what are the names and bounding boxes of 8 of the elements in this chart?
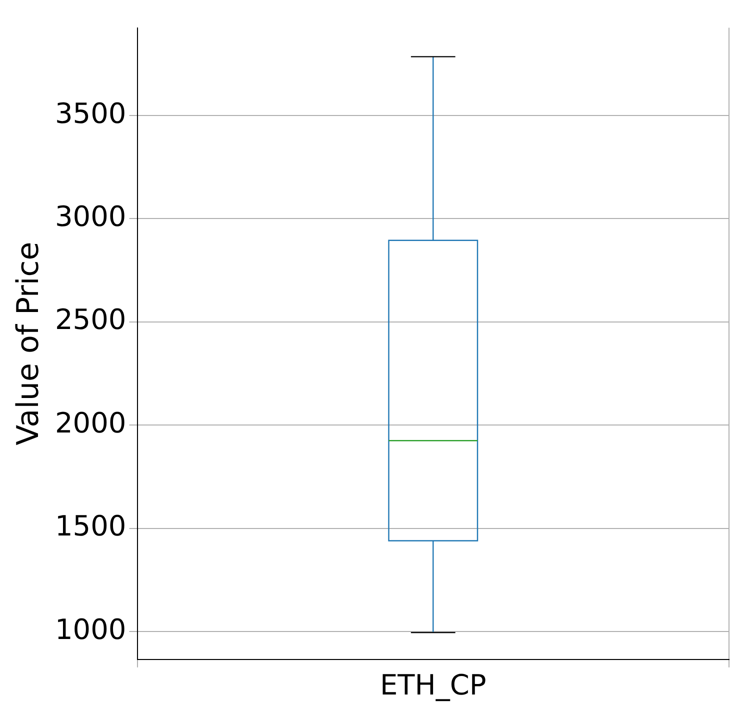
y-tick-label: 1500 [54, 510, 126, 543]
y-tick-label: 1000 [54, 612, 126, 646]
x-tick-label: ETH_CP [380, 668, 486, 702]
y-tick-label: 3000 [54, 200, 126, 234]
y-tick-label: 2000 [54, 406, 126, 440]
y-axis-title: Value of Price [10, 242, 46, 446]
y-tick-label: 3500 [54, 96, 126, 130]
y-tick-label: 2500 [54, 303, 126, 336]
